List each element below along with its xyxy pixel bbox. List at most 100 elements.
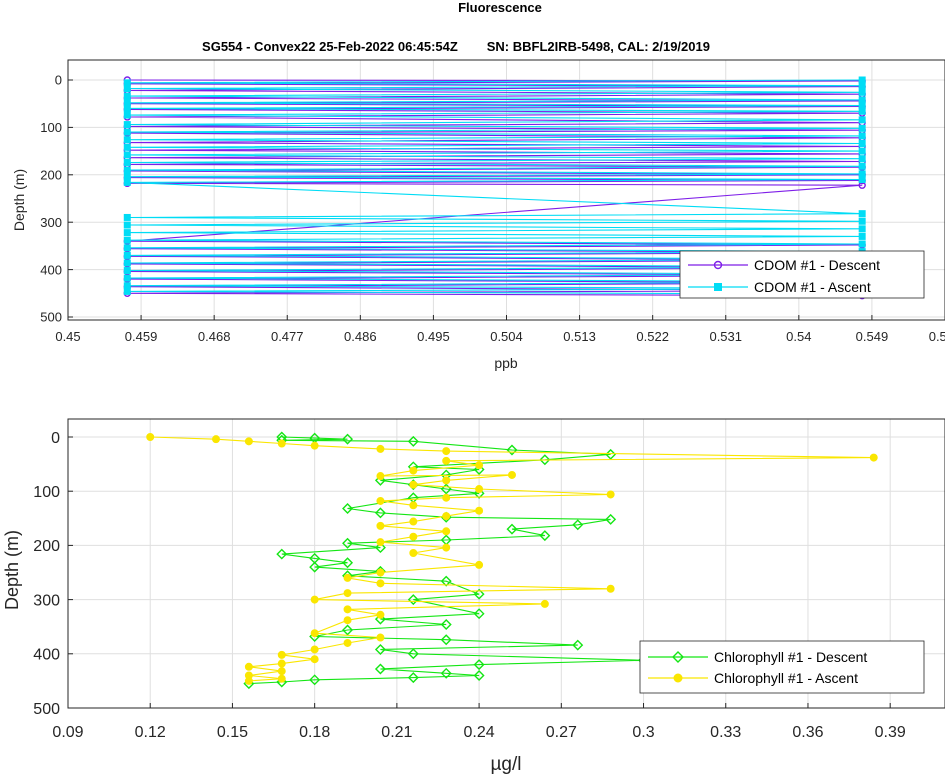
- series-point-chlorophyll-1-ascent: [343, 616, 352, 625]
- series-point-chlorophyll-1-descent: [309, 561, 321, 573]
- series-point-chlorophyll-1-ascent: [475, 560, 484, 569]
- series-point-chlorophyll-1-ascent: [343, 589, 352, 598]
- series-point-chlorophyll-1-descent: [342, 557, 354, 569]
- series-point-chlorophyll-1-ascent: [442, 543, 451, 552]
- series-point-cdom-1-ascent: [858, 232, 866, 240]
- series-point-chlorophyll-1-ascent: [310, 629, 319, 638]
- series-point-chlorophyll-1-ascent: [442, 527, 451, 536]
- series-point-cdom-1-ascent: [858, 124, 866, 132]
- series-point-chlorophyll-1-descent: [374, 542, 386, 554]
- bottom-x-tick-label: 0.09: [52, 724, 83, 741]
- series-point-chlorophyll-1-ascent: [376, 496, 385, 505]
- series-point-chlorophyll-1-descent: [276, 548, 288, 560]
- series-point-chlorophyll-1-ascent: [442, 447, 451, 456]
- series-point-chlorophyll-1-ascent: [606, 490, 615, 499]
- series-point-cdom-1-ascent: [858, 76, 866, 84]
- series-point-chlorophyll-1-ascent: [606, 584, 615, 593]
- top-x-tick-label: 0.477: [271, 329, 304, 344]
- series-point-chlorophyll-1-ascent: [409, 466, 418, 475]
- series-point-chlorophyll-1-ascent: [376, 610, 385, 619]
- series-point-cdom-1-ascent: [858, 210, 866, 218]
- top-y-tick-label: 400: [40, 262, 62, 277]
- series-point-chlorophyll-1-descent: [374, 643, 386, 655]
- top-legend-box: [679, 250, 925, 299]
- series-point-cdom-1-ascent: [858, 170, 866, 178]
- top-y-tick-label: 0: [55, 73, 62, 88]
- bottom-legend-label-ascent: Chlorophyll #1 - Ascent: [714, 670, 858, 686]
- top-y-tick-label: 500: [40, 310, 62, 325]
- series-point-cdom-1-ascent: [123, 158, 131, 166]
- series-point-chlorophyll-1-descent: [407, 672, 419, 684]
- top-chart: 0.45 0.459 0.468 0.477 0.486 0.495 0.504 0.513 0…: [11, 59, 945, 371]
- bottom-y-tick-label: 400: [33, 647, 60, 664]
- bottom-y-ticks: 0 100 200 300 400 500: [33, 430, 73, 718]
- top-x-tick-label: 0.513: [563, 329, 596, 344]
- series-point-chlorophyll-1-ascent: [376, 521, 385, 530]
- bottom-x-tick-label: 0.3: [632, 724, 654, 741]
- top-chart-title: SG554 - Convex22 25-Feb-2022 06:45:54Z S…: [202, 39, 710, 54]
- series-point-chlorophyll-1-ascent: [376, 633, 385, 642]
- series-point-cdom-1-ascent: [858, 116, 866, 124]
- series-point-cdom-1-ascent: [123, 282, 131, 290]
- series-point-chlorophyll-1-ascent: [376, 579, 385, 588]
- bottom-x-tick-label: 0.12: [135, 724, 166, 741]
- series-point-cdom-1-ascent: [123, 151, 131, 159]
- top-legend-label-ascent: CDOM #1 - Ascent: [754, 279, 871, 295]
- bottom-x-tick-label: 0.15: [217, 724, 248, 741]
- series-point-cdom-1-ascent: [858, 132, 866, 140]
- series-point-chlorophyll-1-descent: [473, 464, 485, 476]
- series-point-chlorophyll-1-ascent: [869, 453, 878, 462]
- top-legend: CDOM #1 - Descent CDOM #1 - Ascent: [679, 250, 925, 299]
- series-point-cdom-1-ascent: [858, 176, 866, 184]
- series-point-cdom-1-ascent: [858, 147, 866, 155]
- series-point-chlorophyll-1-descent: [506, 444, 518, 456]
- series-line-chlorophyll-1-descent: [248, 436, 644, 685]
- series-point-cdom-1-ascent: [123, 244, 131, 252]
- series-point-chlorophyll-1-descent: [539, 454, 551, 466]
- series-point-chlorophyll-1-ascent: [244, 437, 253, 446]
- series-point-chlorophyll-1-ascent: [409, 480, 418, 489]
- bottom-x-tick-label: 0.36: [792, 724, 823, 741]
- bottom-y-tick-label: 500: [33, 701, 60, 718]
- bottom-x-tick-label: 0.24: [464, 724, 495, 741]
- series-point-cdom-1-ascent: [858, 217, 866, 225]
- series-point-chlorophyll-1-ascent: [343, 573, 352, 582]
- series-point-cdom-1-ascent: [123, 111, 131, 119]
- series-point-chlorophyll-1-ascent: [475, 485, 484, 494]
- bottom-legend-label-descent: Chlorophyll #1 - Descent: [714, 649, 867, 665]
- series-point-cdom-1-ascent: [858, 96, 866, 104]
- series-point-cdom-1-ascent: [123, 85, 131, 93]
- series-point-chlorophyll-1-descent: [407, 648, 419, 660]
- bottom-x-tick-label: 0.18: [299, 724, 330, 741]
- series-point-chlorophyll-1-descent: [342, 624, 354, 636]
- top-x-tick-label: 0.495: [417, 329, 450, 344]
- top-y-tick-label: 100: [40, 120, 62, 135]
- top-y-tick-label: 300: [40, 215, 62, 230]
- bottom-legend-marker-descent: [672, 651, 684, 663]
- top-x-tick-label: 0.531: [709, 329, 742, 344]
- bottom-legend: Chlorophyll #1 - Descent Chlorophyll #1 …: [639, 640, 925, 694]
- series-point-chlorophyll-1-descent: [605, 513, 617, 525]
- top-y-axis-label: Depth (m): [11, 169, 27, 231]
- series-point-cdom-1-ascent: [858, 88, 866, 96]
- series-point-cdom-1-ascent: [123, 251, 131, 259]
- series-point-chlorophyll-1-ascent: [376, 444, 385, 453]
- series-point-cdom-1-ascent: [123, 213, 131, 221]
- top-x-tick-label: 0.504: [490, 329, 523, 344]
- series-point-chlorophyll-1-descent: [342, 537, 354, 549]
- series-point-chlorophyll-1-descent: [473, 487, 485, 499]
- bottom-y-tick-label: 200: [33, 538, 60, 555]
- series-point-cdom-1-ascent: [123, 136, 131, 144]
- series-point-chlorophyll-1-ascent: [442, 476, 451, 485]
- series-point-chlorophyll-1-ascent: [442, 456, 451, 465]
- series-point-chlorophyll-1-ascent: [507, 470, 516, 479]
- series-point-chlorophyll-1-ascent: [376, 538, 385, 547]
- series-point-chlorophyll-1-descent: [374, 507, 386, 519]
- top-x-tick-label: 0.45: [55, 329, 80, 344]
- top-x-tick-label: 0.468: [198, 329, 231, 344]
- bottom-axes-box: [67, 418, 945, 709]
- series-point-chlorophyll-1-ascent: [343, 638, 352, 647]
- series-point-cdom-1-ascent: [858, 162, 866, 170]
- series-point-cdom-1-ascent: [123, 229, 131, 237]
